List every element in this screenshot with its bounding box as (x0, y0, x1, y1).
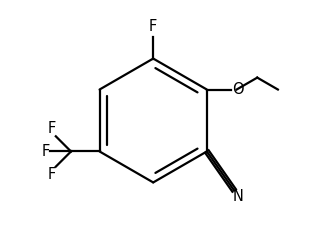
Text: N: N (233, 189, 244, 204)
Text: F: F (41, 144, 50, 159)
Text: F: F (48, 167, 56, 182)
Text: F: F (149, 19, 157, 33)
Text: F: F (48, 121, 56, 136)
Text: O: O (232, 82, 244, 97)
